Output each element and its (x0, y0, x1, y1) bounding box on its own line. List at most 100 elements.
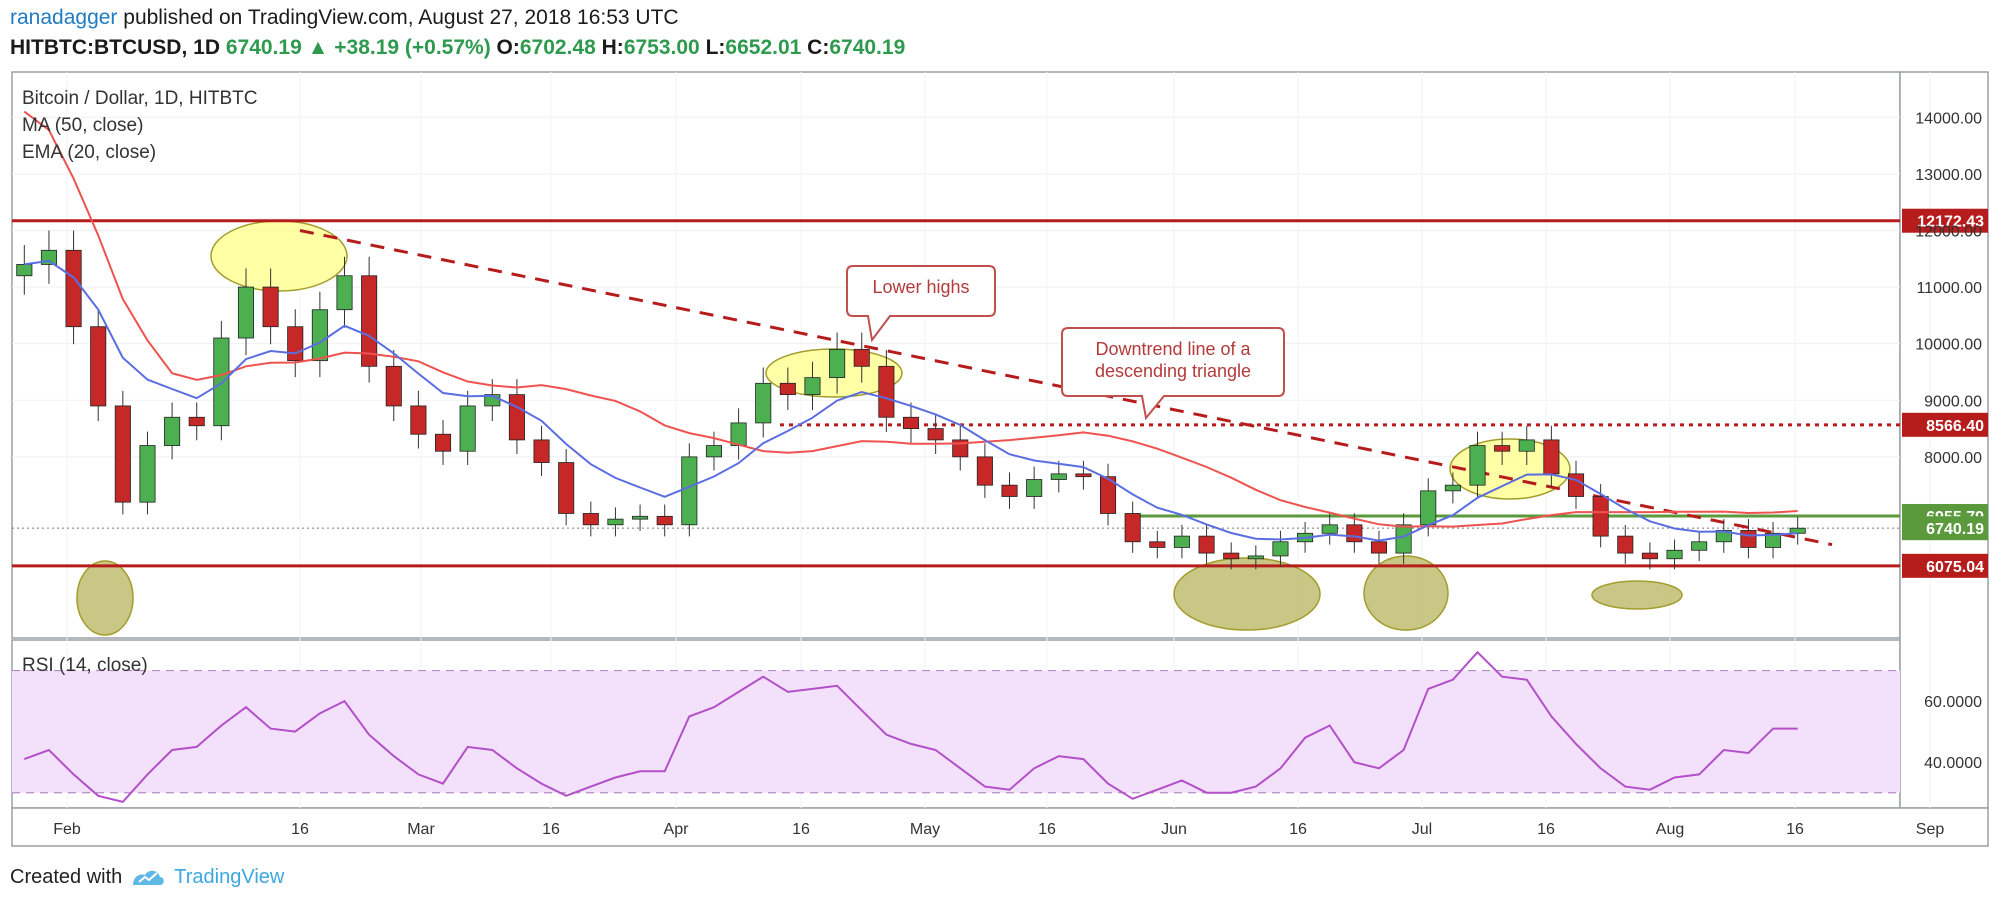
candle-body (1494, 445, 1511, 452)
footer: Created with TradingView (10, 866, 284, 889)
x-tick-label: Sep (1916, 821, 1945, 838)
x-tick-label: Mar (407, 821, 435, 838)
legend-title: Bitcoin / Dollar, 1D, HITBTC (22, 88, 257, 109)
moving-averages (23, 110, 1798, 542)
x-tick-label: 16 (291, 821, 309, 838)
candle-body (1124, 513, 1141, 543)
x-tick-label: Aug (1656, 821, 1684, 838)
candle-body (632, 515, 649, 520)
close-value: 6740.19 (829, 36, 906, 59)
tradingview-logo-icon (133, 870, 165, 885)
callout-box (1061, 327, 1285, 421)
price-change: +38.19 (+0.57%) (334, 36, 491, 59)
callout-text: Downtrend line of a (1095, 339, 1251, 359)
candle-body (1518, 439, 1535, 452)
y-tick-label: 12000.00 (1915, 223, 1982, 240)
candle-body (1592, 496, 1609, 537)
published-text: published on TradingView.com, August 27,… (123, 6, 679, 29)
candle-body (681, 456, 698, 526)
publisher-link[interactable]: ranadagger (10, 6, 118, 29)
candle-body (16, 264, 33, 277)
candle-body (533, 439, 550, 463)
candle-body (287, 326, 304, 362)
candle-body (779, 382, 796, 396)
highlight-ellipse (1591, 580, 1683, 610)
x-tick-label: Apr (664, 821, 690, 838)
candle-body (1001, 484, 1018, 497)
candle-body (1346, 524, 1363, 543)
y-tick-label: 10000.00 (1915, 337, 1982, 354)
level-price-label: 12172.43 (1917, 214, 1984, 231)
rsi-path (23, 650, 1798, 804)
candle-body (508, 394, 525, 441)
x-tick-label: 16 (1786, 821, 1804, 838)
level-price-label: 6075.04 (1926, 559, 1984, 576)
up-arrow-icon: ▲ (307, 36, 329, 59)
x-tick-label: 16 (1289, 821, 1307, 838)
candle-body (1469, 445, 1486, 486)
candle-body (139, 445, 156, 503)
candle-body (927, 428, 944, 441)
x-tick-label: 16 (1038, 821, 1056, 838)
y-tick-label: 13000.00 (1915, 167, 1982, 184)
callout-text: descending triangle (1095, 361, 1251, 381)
candle-body (804, 377, 821, 396)
highlight-ellipse (76, 560, 134, 636)
tradingview-brand[interactable]: TradingView (174, 866, 285, 888)
candle-body (1567, 473, 1585, 497)
x-tick-label: Jun (1161, 821, 1187, 838)
price-axis[interactable] (1899, 71, 1989, 809)
x-tick-label: Feb (53, 821, 81, 838)
created-with-text: Created with (10, 866, 123, 888)
highlight-ellipse (1363, 555, 1449, 631)
candle-body (114, 405, 131, 503)
time-axis[interactable] (11, 807, 1989, 847)
candle-body (65, 249, 82, 328)
candle-body (656, 515, 673, 526)
open-value: 6702.48 (519, 36, 596, 59)
candle-body (1789, 527, 1806, 534)
candle-body (1543, 439, 1560, 475)
candle-body (1420, 490, 1437, 526)
ma-line (23, 110, 1798, 528)
highlight-ellipse (1173, 557, 1321, 631)
axis-labels: 14000.00 13000.00 12000.00 11000.00 10000.00… (53, 110, 1982, 838)
x-tick-label: 16 (792, 821, 810, 838)
ema-line (24, 259, 1798, 542)
callout-text: Lower highs (872, 277, 969, 297)
candle-body (1321, 524, 1338, 534)
candle-body (976, 456, 993, 486)
candle-body (1026, 479, 1043, 497)
legend-ema: EMA (20, close) (22, 142, 156, 163)
y-tick-label: 9000.00 (1924, 393, 1982, 410)
highlight-ellipses (76, 220, 1683, 636)
candle-body (755, 382, 772, 424)
candle-body (1715, 530, 1732, 543)
candle-body (878, 365, 895, 418)
candles (16, 230, 1806, 570)
candle-body (1370, 541, 1388, 554)
level-price-label: 8566.40 (1926, 418, 1984, 435)
candle-body (1641, 552, 1658, 560)
candle-body (410, 405, 427, 435)
callouts: Lower highs Downtrend line of adescending… (846, 265, 1285, 421)
legend-rsi: RSI (14, close) (22, 655, 148, 676)
callout-lower-highs: Lower highs (846, 265, 996, 343)
candle-body (1691, 541, 1708, 551)
candle-body (90, 326, 107, 407)
candle-body (164, 416, 181, 446)
candle-body (1075, 473, 1092, 478)
candle-body (459, 405, 476, 452)
y-tick-label: 11000.00 (1916, 280, 1982, 297)
x-tick-label: Jul (1412, 821, 1432, 838)
candle-body (582, 513, 599, 526)
high-value: 6753.00 (623, 36, 700, 59)
level-price-tag (1902, 516, 1988, 541)
candle-body (1272, 541, 1289, 557)
x-tick-label: 16 (542, 821, 560, 838)
level-price-label: 6740.19 (1926, 521, 1984, 538)
candle-body (385, 365, 402, 407)
candle-body (1444, 484, 1461, 492)
